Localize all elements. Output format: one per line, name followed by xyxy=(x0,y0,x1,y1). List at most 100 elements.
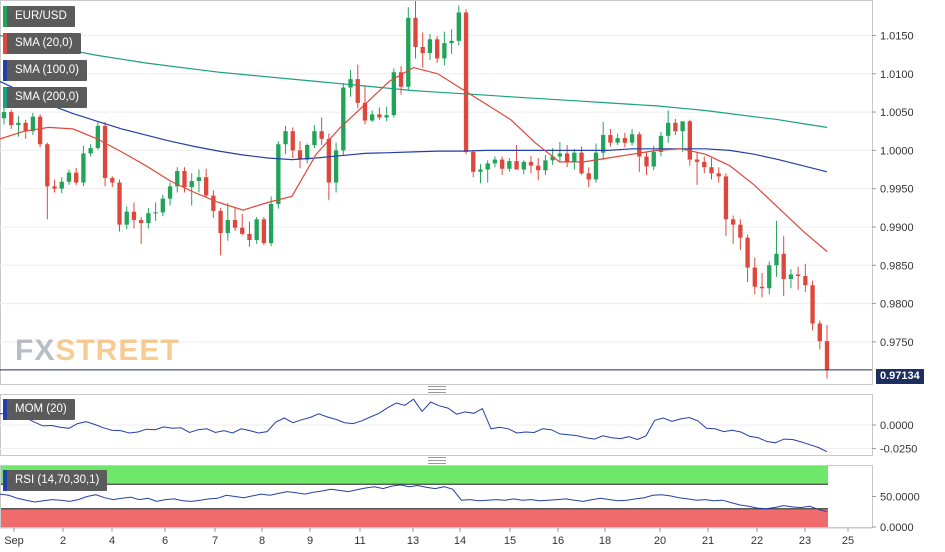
legend-eurusd[interactable]: EUR/USD xyxy=(3,6,75,27)
candle-body xyxy=(499,159,505,169)
candle-body xyxy=(413,17,418,47)
rsi-oversold-zone xyxy=(1,508,828,527)
time-axis-tick-label: Sep xyxy=(4,535,24,547)
rsi-overbought-zone xyxy=(1,466,828,485)
candle-body xyxy=(788,274,794,280)
candle-body xyxy=(406,17,411,87)
candle-body xyxy=(9,112,14,126)
candle-body xyxy=(30,116,36,132)
candle-body xyxy=(687,121,692,160)
legend-sma100[interactable]: SMA (100,0) xyxy=(3,60,87,81)
legend-swatch xyxy=(3,399,7,420)
candle-body xyxy=(1,112,7,119)
candle-body xyxy=(658,135,664,152)
candle-body xyxy=(52,186,57,189)
time-axis-tick-label: 25 xyxy=(842,535,854,547)
fxstreet-watermark: FXSTREET xyxy=(15,334,180,367)
time-axis-tick-label: 20 xyxy=(654,535,666,547)
candle-body xyxy=(240,227,245,234)
candle-body xyxy=(254,219,259,240)
time-axis-tick-label: 21 xyxy=(702,535,714,547)
legend-swatch xyxy=(3,33,7,54)
candle-body xyxy=(348,79,353,88)
candle-body xyxy=(550,156,555,161)
candle-body xyxy=(355,79,360,103)
time-axis-tick-label: 16 xyxy=(552,535,564,547)
candle-body xyxy=(370,114,375,121)
candle-body xyxy=(795,274,801,276)
time-axis-tick-label: 4 xyxy=(109,535,115,547)
candle-body xyxy=(810,285,815,324)
mom-axis-tick-label: 0.0000 xyxy=(880,420,914,432)
candle-body xyxy=(817,323,822,342)
candle-body xyxy=(196,177,202,182)
candle-body xyxy=(95,125,101,149)
mom-line xyxy=(0,398,828,453)
rsi-axis-tick-label: 50.0000 xyxy=(880,492,920,504)
price-axis-tick-label: 0.9950 xyxy=(880,184,914,196)
candle-body xyxy=(225,220,230,234)
candle-body xyxy=(45,144,50,187)
candle-body xyxy=(723,176,729,220)
legend-mom[interactable]: MOM (20) xyxy=(3,399,75,420)
candle-body xyxy=(232,220,238,228)
candle-body xyxy=(16,122,21,126)
candle-body xyxy=(629,134,635,143)
candle-body xyxy=(514,161,519,170)
candle-body xyxy=(312,131,317,146)
legend-swatch xyxy=(3,60,7,81)
candle-body xyxy=(579,152,584,174)
price-axis-tick-label: 1.0050 xyxy=(880,107,914,119)
candle-body xyxy=(283,131,288,145)
candle-body xyxy=(666,122,671,136)
price-axis-tick-label: 0.9800 xyxy=(880,299,914,311)
candle-body xyxy=(738,224,743,238)
candle-body xyxy=(175,171,180,187)
time-axis-tick-label: 9 xyxy=(307,535,313,547)
candle-body xyxy=(66,172,72,182)
legend-rsi[interactable]: RSI (14,70,30,1) xyxy=(3,470,108,491)
legend-swatch xyxy=(3,6,7,27)
candle-body xyxy=(644,156,649,167)
price-axis-tick-label: 1.0150 xyxy=(880,30,914,42)
candle-body xyxy=(637,134,642,157)
candle-body xyxy=(651,151,656,167)
candle-body xyxy=(586,173,591,180)
last-price-tag: 0.97134 xyxy=(876,369,924,384)
price-axis-tick-label: 1.0000 xyxy=(880,145,914,157)
pane-resize-handle[interactable] xyxy=(428,386,446,393)
price-axis-tick-label: 0.9850 xyxy=(880,260,914,272)
candle-body xyxy=(608,135,613,143)
candle-body xyxy=(564,153,570,162)
candle-body xyxy=(319,131,324,139)
time-axis-tick-label: 14 xyxy=(454,535,466,547)
pane-resize-handle[interactable] xyxy=(428,457,446,464)
candle-body xyxy=(203,177,209,196)
candle-body xyxy=(557,153,563,157)
legend-swatch xyxy=(3,470,7,491)
candle-body xyxy=(102,125,108,178)
candle-body xyxy=(593,152,599,180)
mom-axis-tick-label: -0.0250 xyxy=(880,443,917,455)
candle-body xyxy=(716,173,721,177)
candle-body xyxy=(268,203,274,244)
candle-body xyxy=(124,211,129,225)
time-axis-tick-label: 2 xyxy=(60,535,66,547)
candle-body xyxy=(377,114,382,118)
candle-body xyxy=(391,72,397,116)
price-axis-tick-label: 1.0100 xyxy=(880,69,914,81)
candle-body xyxy=(485,163,490,170)
candle-body xyxy=(478,169,483,172)
legend-sma200[interactable]: SMA (200,0) xyxy=(3,87,87,108)
candle-body xyxy=(702,161,707,168)
legend-sma20[interactable]: SMA (20,0) xyxy=(3,33,81,54)
candle-body xyxy=(88,148,93,154)
candle-body xyxy=(182,171,187,188)
candle-body xyxy=(247,233,252,240)
time-axis-tick-label: 18 xyxy=(599,535,611,547)
candle-body xyxy=(824,341,830,371)
candle-body xyxy=(709,167,714,174)
candle-body xyxy=(622,138,628,143)
rsi-axis-tick-label: 0.0000 xyxy=(880,522,914,534)
